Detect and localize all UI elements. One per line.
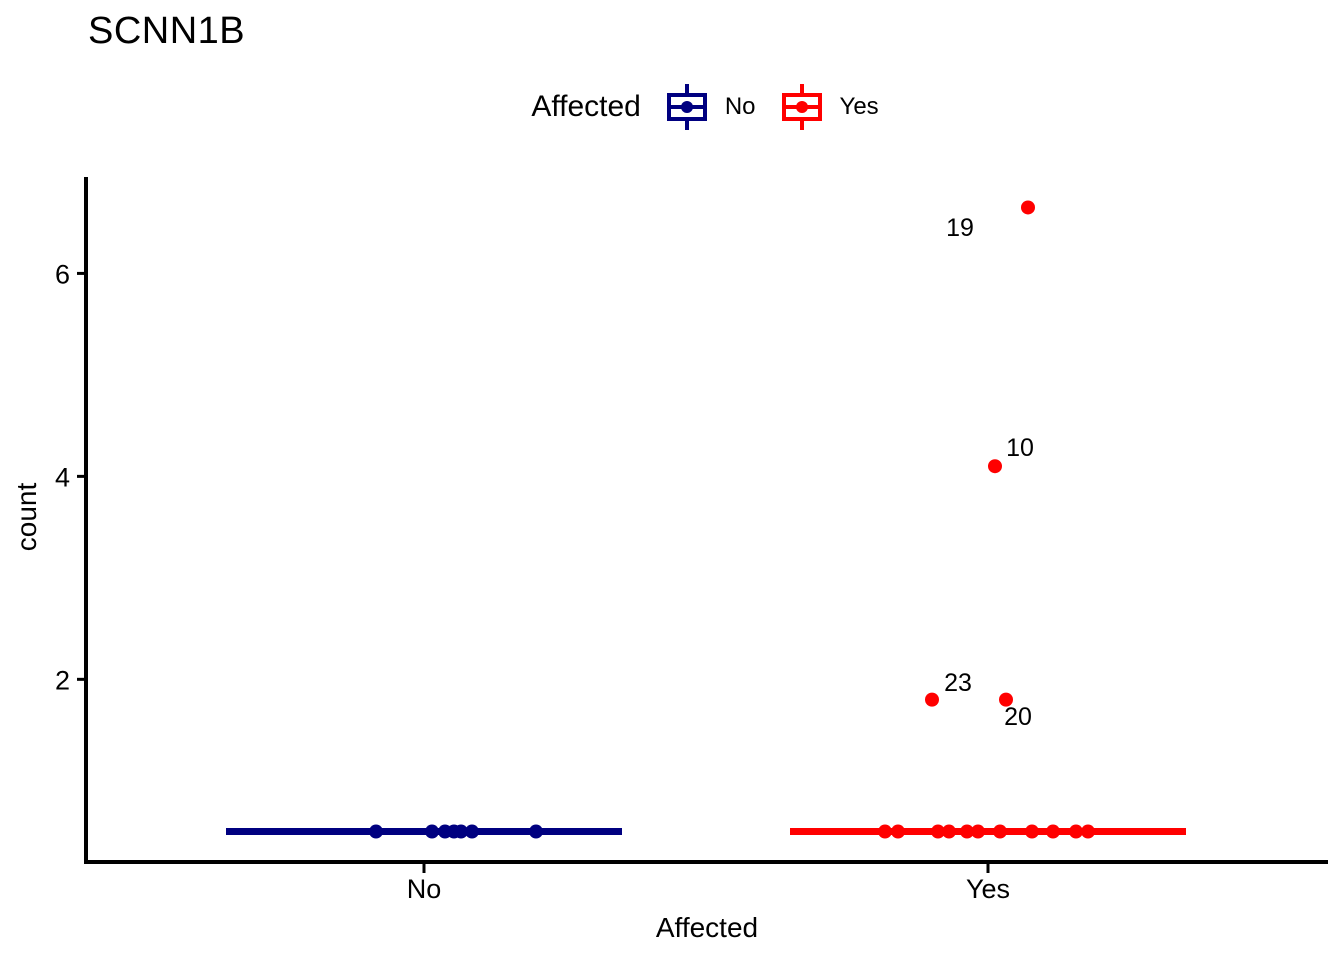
y-tick-label: 2 (55, 665, 70, 695)
data-point (878, 824, 892, 839)
data-point (925, 692, 939, 707)
data-point (931, 824, 945, 839)
legend-item-no: No (665, 83, 756, 131)
boxplot-key-icon (781, 84, 822, 130)
data-point (465, 824, 479, 839)
data-point (1046, 824, 1060, 839)
legend-item-yes: Yes (780, 83, 879, 131)
data-point (993, 824, 1007, 839)
data-point (1021, 200, 1035, 215)
data-point (1025, 824, 1039, 839)
data-point (971, 824, 985, 839)
data-point (999, 692, 1013, 707)
data-point (425, 824, 439, 839)
point-label: 23 (944, 669, 972, 697)
point-label: 20 (1004, 703, 1032, 731)
legend-title: Affected (531, 90, 641, 123)
data-point (891, 824, 905, 839)
legend: Affected No Yes (33, 83, 1344, 131)
point-label: 19 (946, 214, 974, 242)
point-label: 10 (1006, 434, 1034, 462)
data-point (988, 459, 1002, 474)
legend-label-yes: Yes (839, 93, 879, 120)
data-point (529, 824, 543, 839)
y-tick-label: 4 (55, 462, 70, 492)
x-tick-label: No (407, 874, 442, 904)
x-axis-title: Affected (655, 912, 759, 943)
data-point (960, 824, 974, 839)
y-tick-label: 6 (55, 259, 70, 289)
boxplot-key-icon (666, 84, 707, 130)
x-tick-label: Yes (966, 874, 1010, 904)
data-point (369, 824, 383, 839)
data-point (1081, 824, 1095, 839)
data-point (1069, 824, 1083, 839)
data-point (942, 824, 956, 839)
data-point (454, 824, 468, 839)
legend-label-no: No (724, 93, 756, 120)
chart-title: SCNN1B (88, 10, 246, 52)
y-axis-title: count (11, 482, 42, 552)
